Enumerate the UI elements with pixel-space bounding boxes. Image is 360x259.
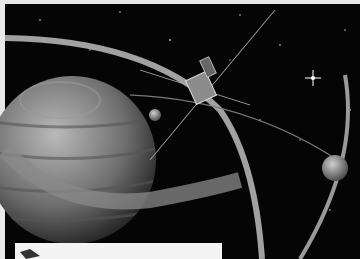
small-moon	[149, 109, 161, 121]
space-illustration	[0, 0, 360, 259]
caption-box	[15, 243, 222, 259]
moon	[322, 155, 348, 181]
top-border	[0, 0, 360, 4]
